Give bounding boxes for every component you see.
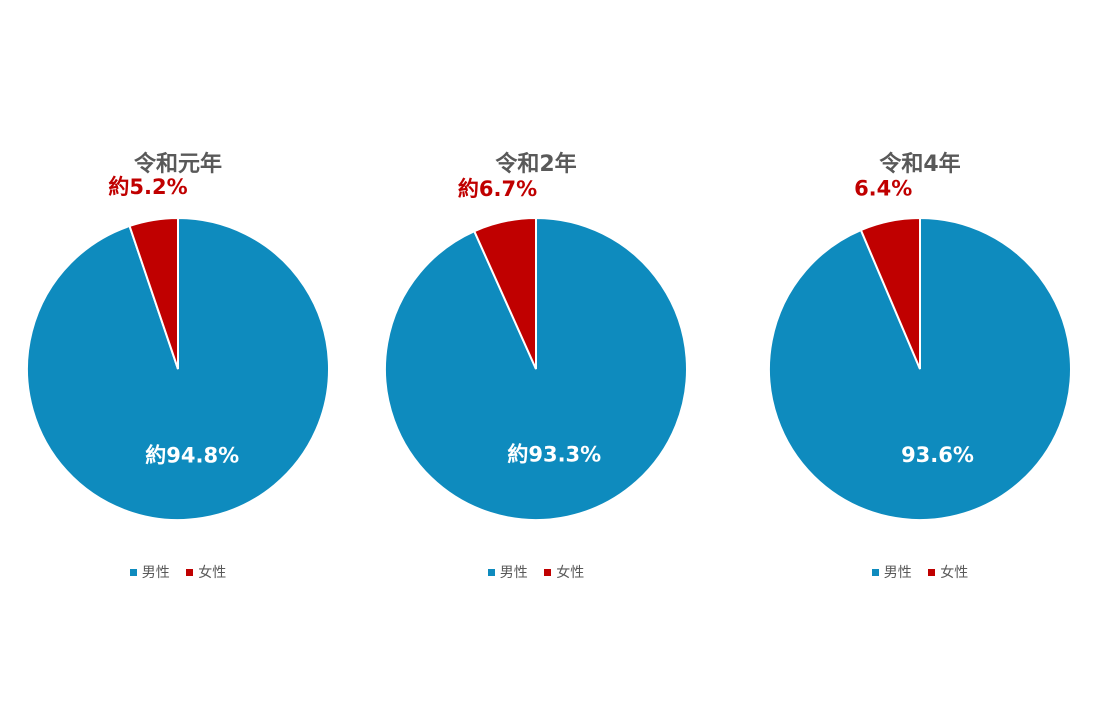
legend-label-female: 女性 <box>940 565 969 581</box>
slice-female <box>859 216 921 370</box>
legend-swatch-female <box>544 568 552 576</box>
legend-item-male: 男性 <box>129 562 170 582</box>
slice-female <box>472 216 537 370</box>
legend-item-male: 男性 <box>871 562 912 582</box>
legend-swatch-female <box>928 568 936 576</box>
pie-plot: 約94.8% 約5.2% <box>26 175 330 521</box>
pie-chart-reiwa-4: 令和4年 93.6% 6.4% 男性 女性 <box>750 140 1090 590</box>
chart-title: 令和2年 <box>495 152 577 177</box>
legend-label-male: 男性 <box>499 565 528 581</box>
data-label-male: 約94.8% <box>145 443 239 467</box>
pie-chart-reiwa-2: 令和2年 約93.3% 約6.7% 男性 女性 <box>366 140 706 590</box>
legend-swatch-female <box>186 568 194 576</box>
legend-label-female: 女性 <box>198 565 227 581</box>
legend-label-male: 男性 <box>141 565 170 581</box>
slice-female <box>128 216 179 370</box>
pie-plot: 93.6% 6.4% <box>768 177 1072 521</box>
legend-item-female: 女性 <box>544 562 584 582</box>
legend-item-male: 男性 <box>487 562 528 582</box>
legend: 男性 女性 <box>750 562 1090 582</box>
data-label-male: 約93.3% <box>507 443 601 467</box>
data-label-female: 約5.2% <box>108 175 187 199</box>
legend-swatch-male <box>871 568 879 576</box>
legend-label-male: 男性 <box>883 565 912 581</box>
legend-swatch-male <box>487 568 495 576</box>
data-label-female: 6.4% <box>854 177 912 201</box>
chart-title: 令和元年 <box>133 152 222 177</box>
data-label-female: 約6.7% <box>458 177 537 201</box>
legend: 男性 女性 <box>8 562 348 582</box>
slice-male <box>768 216 1072 521</box>
pie-plot: 約93.3% 約6.7% <box>383 177 688 521</box>
chart-title: 令和4年 <box>879 152 961 177</box>
legend: 男性 女性 <box>366 562 706 582</box>
legend-label-female: 女性 <box>556 565 585 581</box>
data-label-male: 93.6% <box>901 443 974 467</box>
legend-item-female: 女性 <box>186 562 226 582</box>
legend-item-female: 女性 <box>928 562 968 582</box>
legend-swatch-male <box>129 568 137 576</box>
pie-chart-reiwa-gannen: 令和元年 約94.8% 約5.2% 男性 女性 <box>8 140 348 590</box>
